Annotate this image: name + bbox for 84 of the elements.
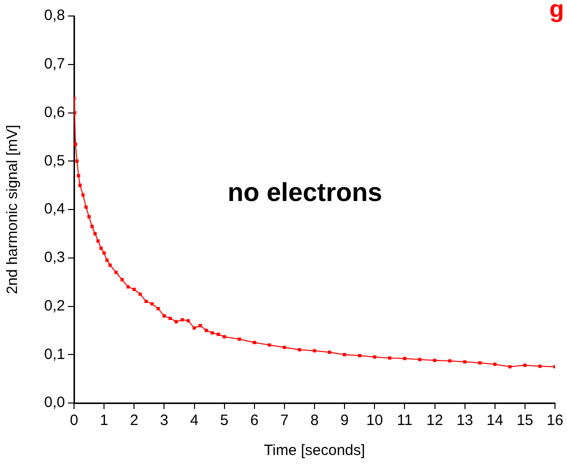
x-tick-label: 8 bbox=[310, 412, 319, 430]
y-tick-label: 0,5 bbox=[44, 152, 65, 170]
point bbox=[222, 335, 226, 338]
y-tick-label: 0,2 bbox=[44, 297, 65, 314]
point bbox=[523, 364, 527, 367]
point bbox=[418, 358, 422, 362]
point bbox=[210, 331, 214, 334]
point bbox=[75, 159, 79, 163]
point bbox=[388, 356, 392, 360]
point bbox=[81, 193, 85, 197]
point bbox=[192, 326, 196, 330]
point bbox=[403, 356, 406, 360]
annotation: no electrons bbox=[228, 177, 382, 208]
point bbox=[126, 285, 130, 289]
point bbox=[87, 215, 91, 218]
annotation: g bbox=[549, 0, 564, 23]
point bbox=[328, 350, 332, 354]
point bbox=[108, 264, 112, 267]
point bbox=[76, 174, 80, 178]
x-tick-label: 1 bbox=[100, 412, 108, 430]
y-axis-title: 2nd harmonic signal [mV] bbox=[4, 124, 22, 294]
point bbox=[162, 314, 166, 318]
y-tick-label: 0,1 bbox=[44, 346, 65, 363]
x-tick-label: 11 bbox=[396, 412, 412, 430]
point bbox=[174, 320, 178, 324]
point bbox=[433, 358, 436, 362]
point bbox=[358, 354, 362, 358]
point bbox=[180, 318, 184, 322]
point bbox=[138, 292, 142, 296]
point bbox=[204, 328, 208, 332]
point bbox=[114, 270, 118, 274]
point bbox=[74, 142, 78, 146]
x-tick-label: 16 bbox=[546, 412, 564, 430]
x-tick-label: 0 bbox=[70, 412, 78, 430]
point bbox=[144, 300, 148, 304]
point bbox=[342, 352, 346, 356]
x-tick-label: 13 bbox=[456, 412, 474, 430]
x-tick-label: 12 bbox=[426, 412, 444, 430]
point bbox=[508, 365, 512, 368]
point bbox=[78, 184, 82, 187]
point bbox=[463, 360, 466, 364]
y-tick-label: 0,4 bbox=[44, 200, 65, 218]
point bbox=[93, 232, 97, 236]
x-tick-label: 7 bbox=[280, 412, 289, 430]
point bbox=[105, 258, 109, 262]
y-tick-label: 0,0 bbox=[44, 394, 65, 412]
point bbox=[156, 307, 160, 310]
point bbox=[99, 246, 103, 250]
y-tick-label: 0,7 bbox=[44, 56, 65, 73]
point bbox=[448, 359, 452, 363]
point bbox=[478, 361, 482, 364]
point bbox=[216, 332, 220, 336]
point bbox=[198, 324, 202, 328]
y-tick-label: 0,3 bbox=[44, 249, 65, 266]
point bbox=[186, 319, 190, 322]
point bbox=[84, 205, 88, 209]
point bbox=[298, 348, 302, 352]
point bbox=[96, 239, 100, 243]
point bbox=[120, 278, 124, 282]
point bbox=[493, 362, 497, 366]
x-axis-title: Time [seconds] bbox=[264, 442, 366, 460]
x-tick-label: 9 bbox=[340, 412, 349, 430]
point bbox=[538, 364, 542, 368]
point bbox=[282, 346, 286, 349]
x-tick-label: 5 bbox=[220, 412, 228, 430]
point bbox=[312, 349, 316, 352]
y-tick-label: 0,8 bbox=[44, 7, 65, 24]
point bbox=[90, 224, 94, 228]
point bbox=[102, 251, 106, 255]
x-tick-label: 3 bbox=[160, 412, 168, 430]
x-tick-label: 2 bbox=[130, 412, 138, 430]
x-tick-label: 14 bbox=[486, 412, 504, 430]
point bbox=[252, 340, 256, 344]
point bbox=[168, 316, 172, 320]
point bbox=[238, 338, 241, 341]
x-tick-label: 4 bbox=[190, 412, 198, 430]
x-tick-label: 6 bbox=[250, 412, 259, 430]
point bbox=[150, 302, 154, 306]
x-tick-label: 10 bbox=[366, 412, 383, 430]
point bbox=[132, 288, 136, 291]
y-tick-label: 0,6 bbox=[44, 104, 65, 121]
point bbox=[372, 355, 376, 359]
x-tick-label: 15 bbox=[516, 412, 534, 430]
point bbox=[268, 343, 272, 347]
